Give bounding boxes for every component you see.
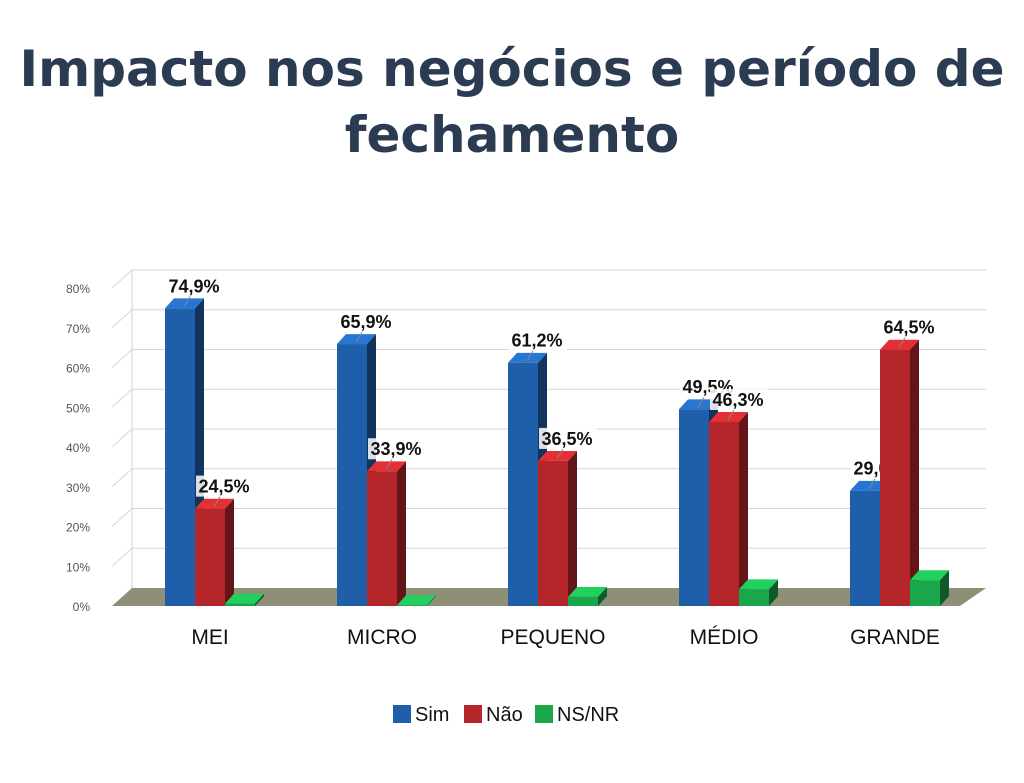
x-tick-label: MEI [191, 626, 228, 649]
data-label-bg [710, 388, 768, 410]
y-tick-label: 0% [73, 600, 91, 614]
bar-top [538, 451, 577, 461]
data-label-bg [166, 275, 224, 297]
bar-side [225, 498, 234, 606]
data-label: 33,9% [370, 439, 421, 459]
data-label: 36,5% [541, 429, 592, 449]
x-tick-label: GRANDE [850, 626, 940, 649]
bar-side [739, 412, 748, 606]
data-label-leader [526, 350, 534, 361]
gridline-side [111, 468, 133, 488]
bar-top [739, 579, 778, 590]
data-label-leader [556, 448, 564, 460]
gridline-side [111, 547, 133, 567]
bar-top [367, 461, 406, 472]
bar-side [769, 579, 778, 606]
bar-side [598, 586, 607, 606]
data-label-bg [338, 311, 396, 333]
bar-top [195, 498, 234, 509]
page-title: Impacto nos negócios e período de fecham… [0, 36, 1024, 168]
y-tick-label: 70% [66, 322, 90, 336]
bar-side [568, 451, 577, 606]
bar-top [165, 298, 204, 309]
data-label: 24,5% [198, 477, 249, 497]
data-label: 74,9% [168, 276, 219, 296]
data-label: 65,9% [340, 312, 391, 332]
bar-top [337, 334, 376, 345]
x-tick-label: MICRO [347, 626, 417, 649]
bar-side [255, 593, 264, 606]
bar-sim-micro [337, 344, 367, 606]
y-tick-label: 10% [66, 560, 90, 574]
bar-nsnr-grande [910, 580, 940, 606]
bar-nsnr-mei [225, 603, 255, 606]
bar-top [850, 480, 889, 491]
bar-no-grande [880, 349, 910, 606]
bar-no-mei [195, 508, 225, 606]
bar-side [427, 595, 436, 606]
bar-top [679, 399, 718, 410]
bar-top [910, 570, 949, 581]
bar-top [508, 352, 547, 363]
title-line-2: fechamento [344, 106, 680, 164]
data-label-leader [868, 478, 876, 489]
legend-swatch [464, 705, 482, 723]
data-label-bg [509, 329, 567, 351]
bar-nsnr-pequeno [568, 596, 598, 606]
legend-label: Sim [415, 704, 449, 726]
bar-top [225, 593, 264, 604]
title-line-1: Impacto nos negócios e período de [19, 40, 1005, 98]
gridline-side [111, 349, 133, 368]
data-label-leader [697, 396, 705, 408]
bar-side [910, 339, 919, 606]
bar-sim-pequeno [508, 362, 538, 606]
data-label: 64,5% [883, 318, 934, 338]
bar-nsnr-micro [397, 605, 427, 606]
data-label-leader [183, 296, 191, 307]
bar-side [397, 461, 406, 606]
data-label: 46,3% [712, 390, 763, 410]
y-tick-label: 80% [66, 282, 90, 296]
gridline-side [111, 508, 133, 527]
bar-nsnr-mdio [739, 589, 769, 606]
gridline-side [111, 388, 133, 408]
bar-top [568, 586, 607, 597]
bar-side [940, 570, 949, 606]
data-label-bg [539, 427, 597, 449]
data-label-leader [727, 409, 735, 421]
y-tick-label: 20% [66, 521, 90, 535]
data-label-leader [898, 337, 906, 348]
data-label: 61,2% [511, 331, 562, 351]
bar-top [397, 595, 436, 606]
data-label-leader [213, 496, 221, 507]
legend-label: Não [486, 704, 523, 726]
gridline-side [111, 428, 133, 448]
gridline-side [111, 269, 133, 289]
x-tick-label: PEQUENO [500, 626, 605, 649]
data-label-leader [385, 458, 393, 470]
gridline-side [111, 309, 133, 329]
bar-sim-mdio [679, 409, 709, 606]
data-label-leader [355, 331, 363, 343]
y-tick-label: 30% [66, 481, 90, 495]
bar-no-micro [367, 471, 397, 606]
bar-sim-mei [165, 308, 195, 606]
bar-no-mdio [709, 421, 739, 606]
legend-swatch [393, 705, 411, 723]
data-label-bg [368, 438, 426, 460]
legend-label: NS/NR [557, 704, 619, 726]
data-label-bg [881, 316, 939, 338]
y-tick-label: 60% [66, 362, 90, 376]
legend-swatch [535, 705, 553, 723]
y-tick-label: 40% [66, 441, 90, 455]
data-label-bg [196, 475, 254, 497]
y-tick-label: 50% [66, 401, 90, 415]
bar-top [709, 412, 748, 422]
bar-no-pequeno [538, 460, 568, 606]
bar-sim-grande [850, 490, 880, 606]
bar-top [880, 339, 919, 350]
x-tick-label: MÉDIO [690, 626, 759, 649]
